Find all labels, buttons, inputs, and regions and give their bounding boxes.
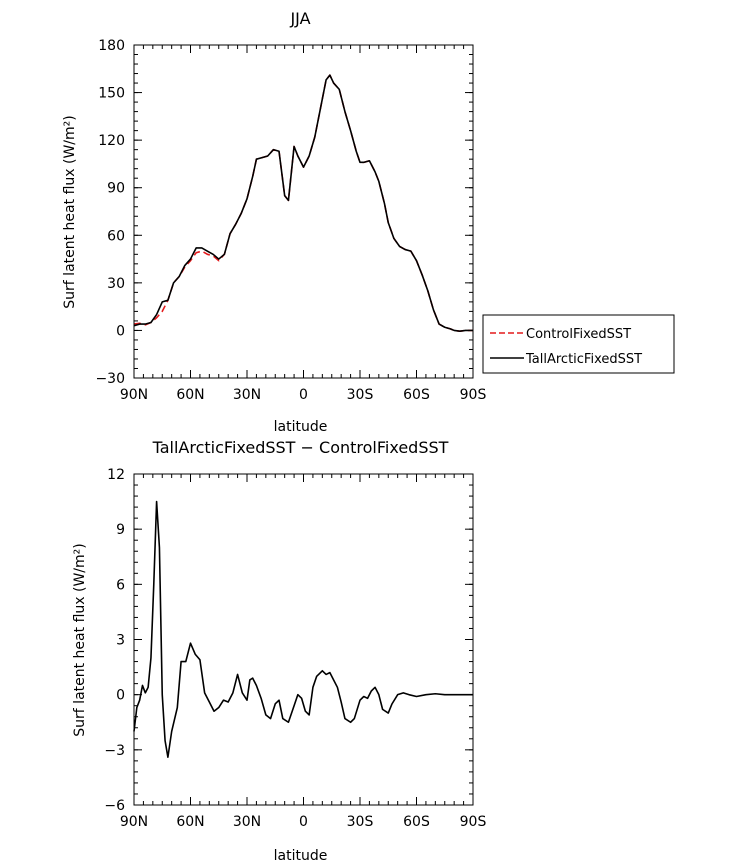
bottom-chart-title: TallArcticFixedSST − ControlFixedSST	[152, 438, 449, 457]
bottom-y-tick-label: 0	[116, 688, 125, 704]
bottom-x-tick-label: 30N	[233, 814, 261, 830]
top-x-tick-label: 30N	[233, 387, 261, 403]
top-x-tick-label: 0	[299, 387, 308, 403]
bottom-plot-frame	[133, 473, 474, 806]
bottom-y-tick-label: 6	[116, 577, 125, 593]
top-plot-frame	[133, 44, 474, 379]
bottom-x-tick-label: 0	[299, 814, 308, 830]
top-y-axis-label: Surf latent heat flux (W/m²)	[62, 115, 78, 308]
bottom-y-tick-label: −3	[104, 743, 125, 759]
bottom-x-axis-label: latitude	[274, 848, 328, 864]
top-y-tick-label: 90	[107, 181, 125, 197]
top-x-tick-label: 30S	[347, 387, 374, 403]
bottom-series-line-difference	[133, 500, 473, 758]
top-y-tick-label: 120	[98, 133, 125, 149]
top-plot-area: 90N 60N 30N 0 30S 60S 90S 180 150 120 90 60 30 0 −30	[95, 38, 486, 403]
top-y-tick-label: 60	[107, 228, 125, 244]
top-series-line-tallarcticfixedsst	[133, 74, 473, 333]
legend-label-control: ControlFixedSST	[526, 327, 631, 342]
top-x-tick-label: 60N	[176, 387, 204, 403]
top-series-line-controlfixedsst	[133, 74, 473, 333]
bottom-x-tick-label: 90S	[460, 814, 487, 830]
top-chart-title: JJA	[289, 9, 310, 28]
bottom-y-tick-label: −6	[104, 798, 125, 814]
top-x-tick-label: 90N	[120, 387, 148, 403]
bottom-y-axis-label: Surf latent heat flux (W/m²)	[72, 543, 88, 736]
legend: ControlFixedSST TallArcticFixedSST	[482, 314, 675, 374]
top-y-tick-label: −30	[95, 371, 125, 387]
bottom-plot-area: 90N 60N 30N 0 30S 60S 90S 12 9 6 3 0 −3 −6	[104, 467, 486, 830]
bottom-chart: TallArcticFixedSST − ControlFixedSST 90N…	[72, 438, 486, 864]
top-y-tick-label: 180	[98, 38, 125, 54]
top-x-tick-label: 60S	[403, 387, 430, 403]
bottom-y-tick-label: 9	[116, 522, 125, 538]
top-x-axis-label: latitude	[274, 419, 328, 435]
bottom-x-tick-label: 90N	[120, 814, 148, 830]
bottom-x-tick-label: 30S	[347, 814, 374, 830]
bottom-x-tick-label: 60N	[176, 814, 204, 830]
legend-label-tallarctic: TallArcticFixedSST	[525, 352, 642, 367]
top-chart: JJA 90N 60N 30N 0 30S 60S 90S 180 150 120 90 60 30 0 −…	[62, 9, 675, 435]
top-y-tick-label: 0	[116, 323, 125, 339]
top-x-tick-label: 90S	[460, 387, 487, 403]
bottom-x-tick-label: 60S	[403, 814, 430, 830]
top-y-tick-label: 150	[98, 86, 125, 102]
top-y-tick-label: 30	[107, 276, 125, 292]
legend-box	[482, 314, 675, 374]
bottom-y-tick-label: 3	[116, 633, 125, 649]
bottom-y-tick-label: 12	[107, 467, 125, 483]
